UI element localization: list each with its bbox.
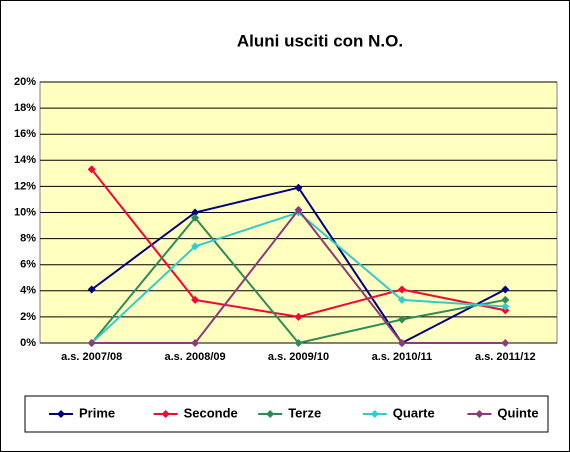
x-tick-label: a.s. 2010/11 [372,351,433,363]
point-marker [501,295,510,304]
y-tick-label: 2% [20,311,36,323]
legend-label: Terze [288,405,321,420]
y-tick-label: 14% [14,154,36,166]
point-marker [397,339,406,347]
legend-marker [475,410,484,418]
point-marker [87,339,96,347]
y-tick-label: 10% [14,206,36,218]
y-tick-label: 18% [14,102,36,114]
point-marker [191,213,200,222]
legend-marker [57,410,65,418]
point-marker [191,339,200,347]
y-tick-label: 4% [20,285,36,297]
legend-label: Quarte [393,405,435,420]
point-marker [294,312,303,321]
legend-marker [266,410,275,418]
x-tick-label: a.s. 2007/08 [61,351,122,363]
y-tick-label: 12% [14,180,36,192]
legend [24,395,549,433]
legend-marker [161,410,170,418]
point-marker [294,339,303,347]
legend-marker [370,410,379,418]
point-marker [191,242,200,251]
point-marker [501,339,510,347]
legend-label: Prime [79,405,115,420]
legend-label: Seconde [184,405,238,420]
point-marker [191,208,200,217]
point-marker [191,295,200,304]
x-tick-label: a.s. 2011/12 [475,351,536,363]
point-marker [87,165,96,174]
y-tick-label: 20% [14,76,36,88]
point-marker [294,183,303,192]
point-marker [397,315,406,324]
y-tick-label: 8% [20,233,36,245]
y-tick-label: 16% [14,128,36,140]
point-marker [294,205,303,214]
chart-title: Aluni usciti con N.O. [237,31,403,50]
x-tick-label: a.s. 2009/10 [268,351,329,363]
point-marker [87,285,96,294]
y-tick-label: 0% [20,337,36,349]
point-marker [501,285,510,294]
x-tick-label: a.s. 2008/09 [165,351,226,363]
point-marker [397,295,406,304]
legend-label: Quinte [497,405,538,420]
point-marker [397,285,406,294]
y-tick-label: 6% [20,259,36,271]
point-marker [501,302,510,311]
